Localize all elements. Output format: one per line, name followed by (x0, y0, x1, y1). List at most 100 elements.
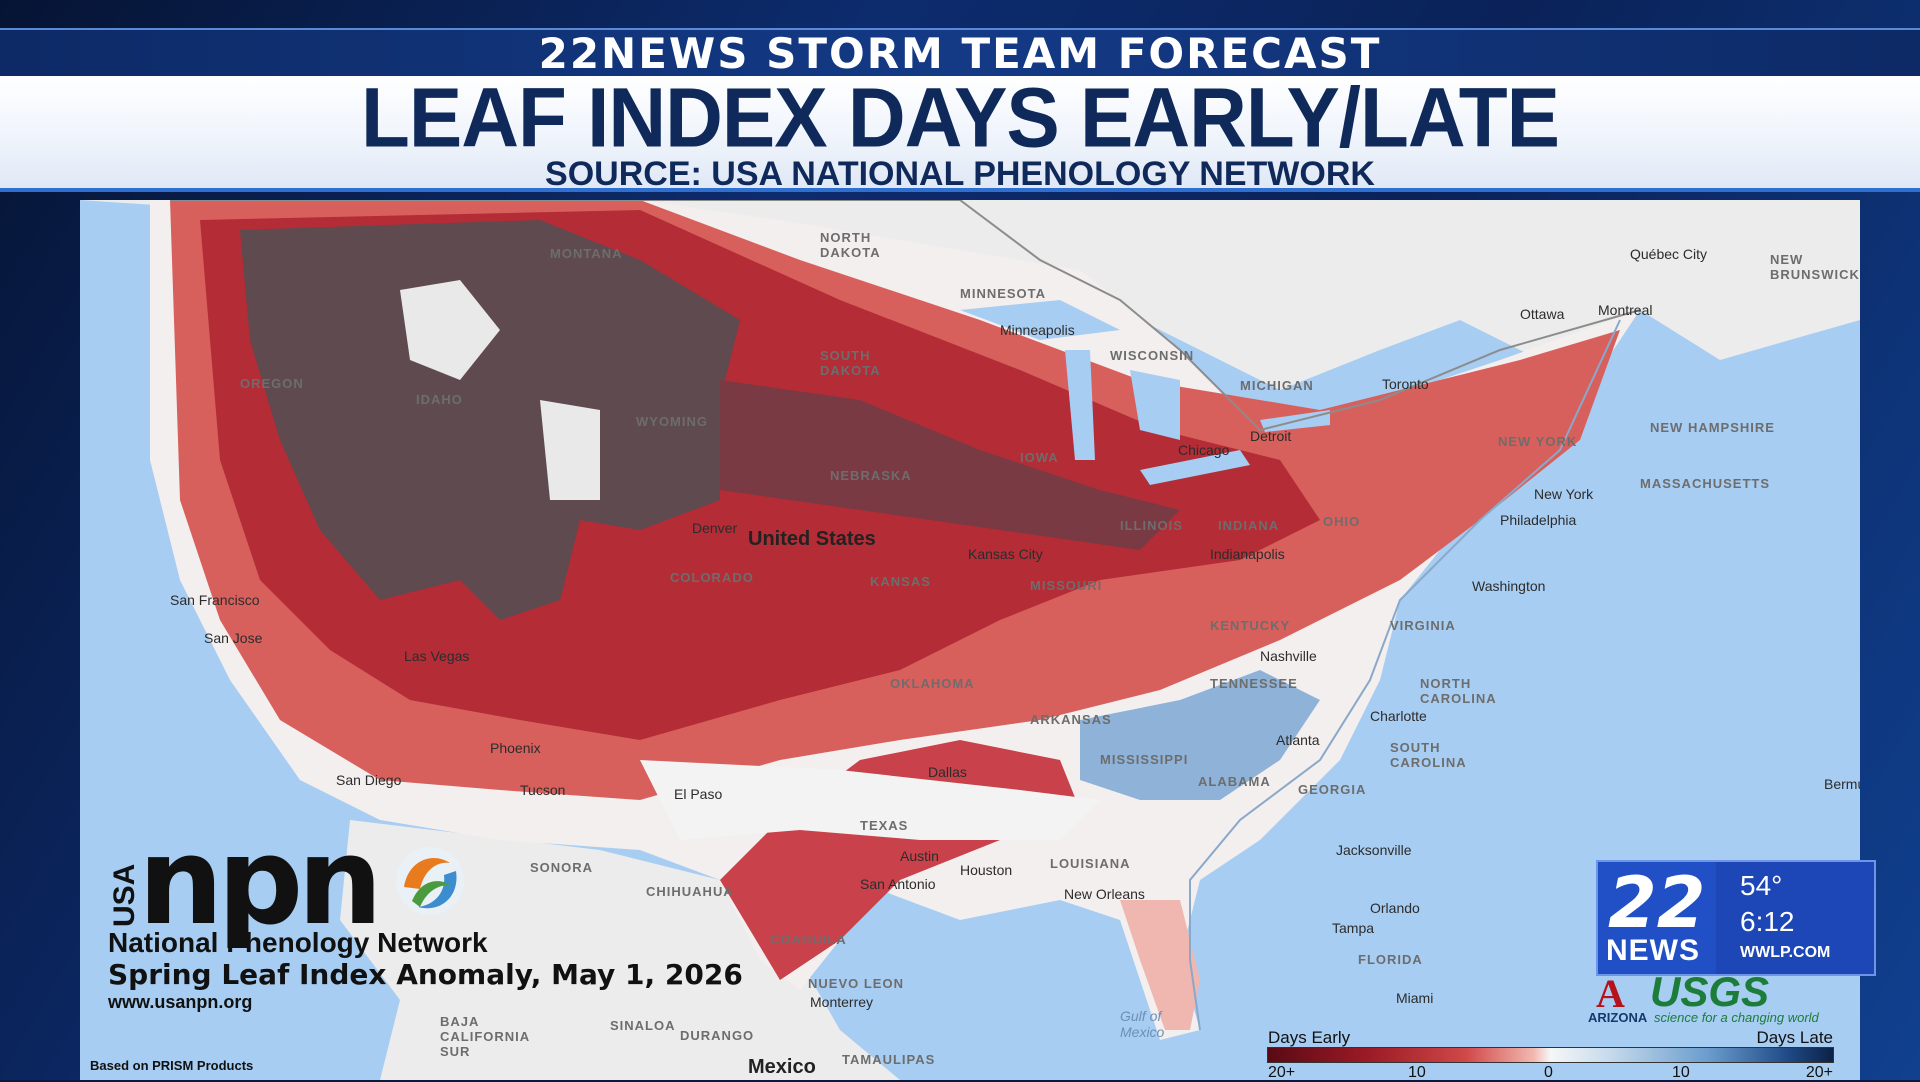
country-label-usa: United States (748, 528, 876, 550)
city-label: Charlotte (1370, 708, 1427, 724)
arizona-a-icon: A (1596, 971, 1625, 1016)
zone-near-normal (640, 760, 1100, 840)
city-label: Miami (1396, 990, 1434, 1006)
city-label: New York (1534, 486, 1594, 502)
legend-tick: 10 (1408, 1064, 1426, 1081)
state-label-oregon: OREGON (240, 376, 304, 391)
city-label: Las Vegas (404, 648, 470, 664)
state-label-durango: DURANGO (680, 1028, 755, 1043)
22news-logo: 22 NEWS (1598, 862, 1716, 974)
state-label-louisiana: LOUISIANA (1050, 856, 1131, 871)
city-label: Indianapolis (1210, 546, 1285, 562)
state-label-baja-california-sur: BAJA CALIFORNIA SUR (440, 1014, 530, 1059)
state-label-florida: FLORIDA (1358, 952, 1423, 967)
source-line: SOURCE: USA NATIONAL PHENOLOGY NETWORK (545, 155, 1375, 193)
legend-tick: 20+ (1268, 1064, 1296, 1081)
npn-wordmark: npn (138, 813, 383, 952)
city-label: El Paso (674, 786, 723, 802)
npn-swirl-icon (396, 847, 464, 915)
city-label: Detroit (1250, 428, 1292, 444)
state-label-north-dakota: NORTH DAKOTA (820, 230, 881, 260)
country-label-mexico: Mexico (748, 1056, 816, 1078)
state-label-oklahoma: OKLAHOMA (890, 676, 975, 691)
city-label: Austin (900, 848, 939, 864)
partner-logos: A ARIZONA USGS science for a changing wo… (1588, 968, 1848, 1026)
state-label-minnesota: MINNESOTA (960, 286, 1047, 301)
anomaly-title: Spring Leaf Index Anomaly, May 1, 2026 (108, 958, 743, 991)
lake-superior (960, 300, 1120, 340)
npn-usa-text: USA (108, 863, 141, 927)
state-label-mississippi: MISSISSIPPI (1100, 752, 1189, 767)
city-label: Jacksonville (1336, 842, 1412, 858)
state-label-kentucky: KENTUCKY (1210, 618, 1291, 633)
city-label: New Orleans (1064, 886, 1145, 902)
state-label-wisconsin: WISCONSIN (1110, 348, 1195, 363)
state-label-new-brunswick: NEW BRUNSWICK (1770, 252, 1860, 282)
water-label-gulf: Gulf of Mexico (1120, 1008, 1165, 1040)
state-label-michigan: MICHIGAN (1240, 378, 1314, 393)
legend-color-bar (1267, 1047, 1834, 1063)
city-label: Houston (960, 862, 1013, 878)
npn-network-name: National Phenology Network (108, 927, 488, 958)
city-label: San Antonio (860, 876, 936, 892)
city-label: Tucson (520, 782, 566, 798)
state-label-sonora: SONORA (530, 860, 594, 875)
state-label-new-hampshire: NEW HAMPSHIRE (1650, 420, 1775, 435)
city-label: Atlanta (1276, 732, 1320, 748)
state-label-virginia: VIRGINIA (1390, 618, 1456, 633)
legend-tick: 20+ (1805, 1064, 1833, 1081)
npn-logo: USA npn National Phenology Network (108, 813, 708, 995)
city-label: Dallas (928, 764, 967, 780)
map-graphic (80, 200, 1860, 1080)
arizona-label: ARIZONA (1588, 1010, 1648, 1025)
city-label: Phoenix (490, 740, 541, 756)
network-line: 22NEWS STORM TEAM FORECAST (538, 28, 1382, 78)
zone-late (1080, 670, 1320, 800)
city-label: Denver (692, 520, 738, 536)
state-label-nebraska: NEBRASKA (830, 468, 912, 483)
npn-url: www.usanpn.org (108, 992, 253, 1012)
city-label: Toronto (1382, 376, 1429, 392)
city-label: Tampa (1332, 920, 1375, 936)
usgs-tagline: science for a changing world (1654, 1010, 1819, 1025)
city-label: San Jose (204, 630, 263, 646)
coastline (1189, 319, 1621, 1031)
legend-tick: 10 (1672, 1064, 1690, 1081)
city-label: Ottawa (1520, 306, 1565, 322)
station-website: WWLP.COM (1740, 944, 1831, 961)
state-label-iowa: IOWA (1020, 450, 1059, 465)
state-label-north-carolina: NORTH CAROLINA (1420, 676, 1497, 706)
city-label: Kansas City (968, 546, 1043, 562)
page-title: LEAF INDEX DAYS EARLY/LATE (361, 70, 1560, 165)
land-mexico (340, 820, 900, 1080)
city-label: Montreal (1598, 302, 1653, 318)
lake-huron (1130, 370, 1180, 440)
state-label-texas: TEXAS (860, 818, 909, 833)
state-label-chihuahua: CHIHUAHUA (646, 884, 734, 899)
current-temperature: 54° (1740, 870, 1783, 901)
state-label-montana: MONTANA (550, 246, 623, 261)
florida (1120, 900, 1200, 1030)
title-banner: LEAF INDEX DAYS EARLY/LATE SOURCE: USA N… (0, 70, 1920, 193)
city-label: San Diego (336, 772, 402, 788)
state-label-colorado: COLORADO (670, 570, 754, 585)
city-label: Nashville (1260, 648, 1317, 664)
state-label-wyoming: WYOMING (636, 414, 708, 429)
state-label-kansas: KANSAS (870, 574, 931, 589)
snow-patch-2 (540, 400, 600, 500)
legend-tick: 0 (1544, 1064, 1553, 1081)
city-label: Bermuda (1824, 776, 1860, 792)
state-label-tennessee: TENNESSEE (1210, 676, 1298, 691)
prism-credit: Based on PRISM Products (90, 1058, 254, 1073)
legend-early-label: Days Early (1268, 1028, 1351, 1047)
usgs-logo: USGS (1650, 968, 1770, 1015)
state-label-new-york: NEW YORK (1498, 434, 1578, 449)
snow-patch (400, 280, 500, 380)
state-label-massachusetts: MASSACHUSETTS (1640, 476, 1771, 491)
zone-very-early (240, 220, 740, 620)
lake-erie (1140, 450, 1250, 485)
state-label-tamaulipas: TAMAULIPAS (842, 1052, 936, 1067)
legend: Days Early Days Late 20+ 10 0 10 20+ (1267, 1028, 1834, 1081)
phenology-map: NORTH DAKOTA MINNESOTA SOUTH DAKOTA WISC… (80, 200, 1860, 1080)
state-label-georgia: GEORGIA (1298, 782, 1367, 797)
